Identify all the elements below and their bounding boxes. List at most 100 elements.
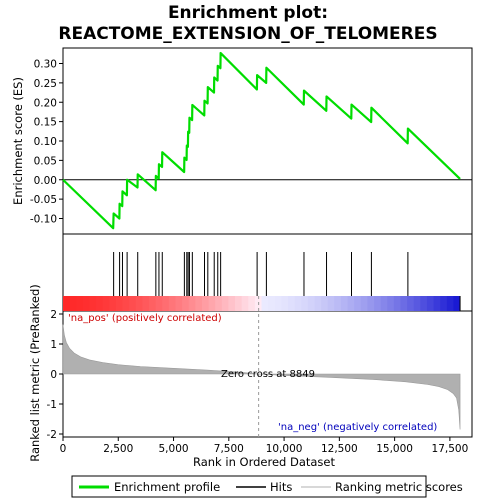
metric-area bbox=[62, 324, 461, 430]
color-bar-segment bbox=[201, 296, 209, 311]
color-bar-segment bbox=[69, 296, 77, 311]
x-tick-label: 0 bbox=[60, 443, 67, 455]
color-bar-segment bbox=[374, 296, 382, 311]
color-bar-segment bbox=[149, 296, 157, 311]
color-bar-segment bbox=[426, 296, 434, 311]
color-bar-segment bbox=[109, 296, 117, 311]
color-bar-segment bbox=[281, 296, 289, 311]
color-bar-segment bbox=[380, 296, 388, 311]
x-tick-label: 7,500 bbox=[214, 443, 244, 455]
color-bar-segment bbox=[446, 296, 454, 311]
color-bar-segment bbox=[102, 296, 110, 311]
color-bar-segment bbox=[135, 296, 143, 311]
metric-y-tick-label: 1 bbox=[50, 339, 57, 351]
chart-title-line1: Enrichment plot: bbox=[168, 3, 328, 23]
color-bar-segment bbox=[142, 296, 150, 311]
legend-metric-label: Ranking metric scores bbox=[335, 480, 463, 494]
color-bar-segment bbox=[274, 296, 282, 311]
x-tick-label: 12,500 bbox=[321, 443, 358, 455]
color-bar-segment bbox=[162, 296, 170, 311]
color-bar-segment bbox=[294, 296, 302, 311]
metric-y-tick-label: -2 bbox=[47, 429, 57, 441]
color-bar-segment bbox=[321, 296, 329, 311]
color-bar-segment bbox=[235, 296, 243, 311]
color-bar-segment bbox=[413, 296, 421, 311]
metric-y-axis: -2 -1 0 1 2 bbox=[47, 309, 63, 441]
es-panel-frame bbox=[62, 47, 473, 235]
enrichment-profile-line bbox=[62, 51, 461, 230]
metric-y-tick-label: 2 bbox=[50, 309, 57, 321]
color-bar-segment bbox=[129, 296, 137, 311]
color-bar-segment bbox=[215, 296, 223, 311]
legend: Enrichment profile Hits Ranking metric s… bbox=[71, 475, 463, 498]
es-y-tick-label: 0.00 bbox=[34, 175, 57, 187]
pos-correlated-label: 'na_pos' (positively correlated) bbox=[68, 313, 222, 324]
legend-profile-label: Enrichment profile bbox=[114, 480, 220, 494]
color-bar-segment bbox=[175, 296, 183, 311]
color-bar-segment bbox=[96, 296, 104, 311]
color-bar-segment bbox=[241, 296, 249, 311]
x-tick-label: 15,000 bbox=[376, 443, 413, 455]
x-tick-label: 10,000 bbox=[266, 443, 303, 455]
color-bar-segment bbox=[400, 296, 408, 311]
color-bar-segment bbox=[360, 296, 368, 311]
color-bar-segment bbox=[221, 296, 229, 311]
neg-correlated-label: 'na_neg' (negatively correlated) bbox=[278, 422, 437, 433]
es-y-tick-label: -0.05 bbox=[30, 194, 57, 206]
es-y-axis: -0.10 -0.05 0.00 0.05 0.10 0.15 0.20 0.25 0.30 bbox=[30, 59, 63, 226]
es-y-tick-label: 0.30 bbox=[34, 59, 57, 71]
color-bar-segment bbox=[122, 296, 130, 311]
es-y-axis-label: Enrichment score (ES) bbox=[11, 77, 25, 205]
es-y-tick-label: 0.25 bbox=[34, 78, 57, 90]
x-axis-label: Rank in Ordered Dataset bbox=[193, 455, 336, 469]
color-bar-segment bbox=[340, 296, 348, 311]
color-bar-segment bbox=[115, 296, 123, 311]
metric-y-tick-label: -1 bbox=[47, 399, 57, 411]
x-axis: 0 2,500 5,000 7,500 10,000 12,500 15,000 17,500 bbox=[60, 437, 469, 455]
color-bar-segment bbox=[387, 296, 395, 311]
zero-cross-label: Zero cross at 8849 bbox=[221, 369, 315, 380]
color-bar-segment bbox=[182, 296, 190, 311]
color-bar-segment bbox=[82, 296, 90, 311]
color-bar-segment bbox=[188, 296, 196, 311]
chart-title-line2: REACTOME_EXTENSION_OF_TELOMERES bbox=[58, 24, 437, 44]
legend-hits-label: Hits bbox=[270, 480, 292, 494]
color-bar-segment bbox=[89, 296, 97, 311]
color-bar-segment bbox=[208, 296, 216, 311]
color-bar-segment bbox=[453, 296, 461, 311]
color-bar-segment bbox=[63, 296, 71, 311]
color-bar-segment bbox=[420, 296, 428, 311]
color-bar-segment bbox=[268, 296, 276, 311]
color-bar-segment bbox=[228, 296, 236, 311]
color-bar-segment bbox=[367, 296, 375, 311]
x-tick-label: 17,500 bbox=[432, 443, 469, 455]
color-bar-segment bbox=[155, 296, 163, 311]
color-bar-segment bbox=[433, 296, 441, 311]
color-bar-segment bbox=[195, 296, 203, 311]
color-bar-segment bbox=[314, 296, 322, 311]
color-bar-segment bbox=[354, 296, 362, 311]
es-layer bbox=[62, 51, 472, 230]
x-tick-label: 5,000 bbox=[159, 443, 189, 455]
color-bar-segment bbox=[301, 296, 309, 311]
metric-y-axis-label: Ranked list metric (PreRanked) bbox=[28, 284, 42, 462]
es-y-tick-label: 0.05 bbox=[34, 155, 57, 167]
rank-color-bar bbox=[63, 296, 461, 311]
metric-layer bbox=[62, 296, 461, 437]
color-bar-segment bbox=[168, 296, 176, 311]
color-bar-segment bbox=[327, 296, 335, 311]
x-tick-label: 2,500 bbox=[103, 443, 133, 455]
color-bar-segment bbox=[261, 296, 269, 311]
color-bar-segment bbox=[347, 296, 355, 311]
color-bar-segment bbox=[248, 296, 256, 311]
color-bar-segment bbox=[307, 296, 315, 311]
color-bar-segment bbox=[393, 296, 401, 311]
metric-y-tick-label: 0 bbox=[50, 369, 57, 381]
es-y-tick-label: -0.10 bbox=[30, 214, 57, 226]
es-y-tick-label: 0.20 bbox=[34, 97, 57, 109]
color-bar-segment bbox=[288, 296, 296, 311]
es-y-tick-label: 0.15 bbox=[34, 117, 57, 129]
color-bar-segment bbox=[407, 296, 415, 311]
hits-layer bbox=[113, 252, 409, 296]
